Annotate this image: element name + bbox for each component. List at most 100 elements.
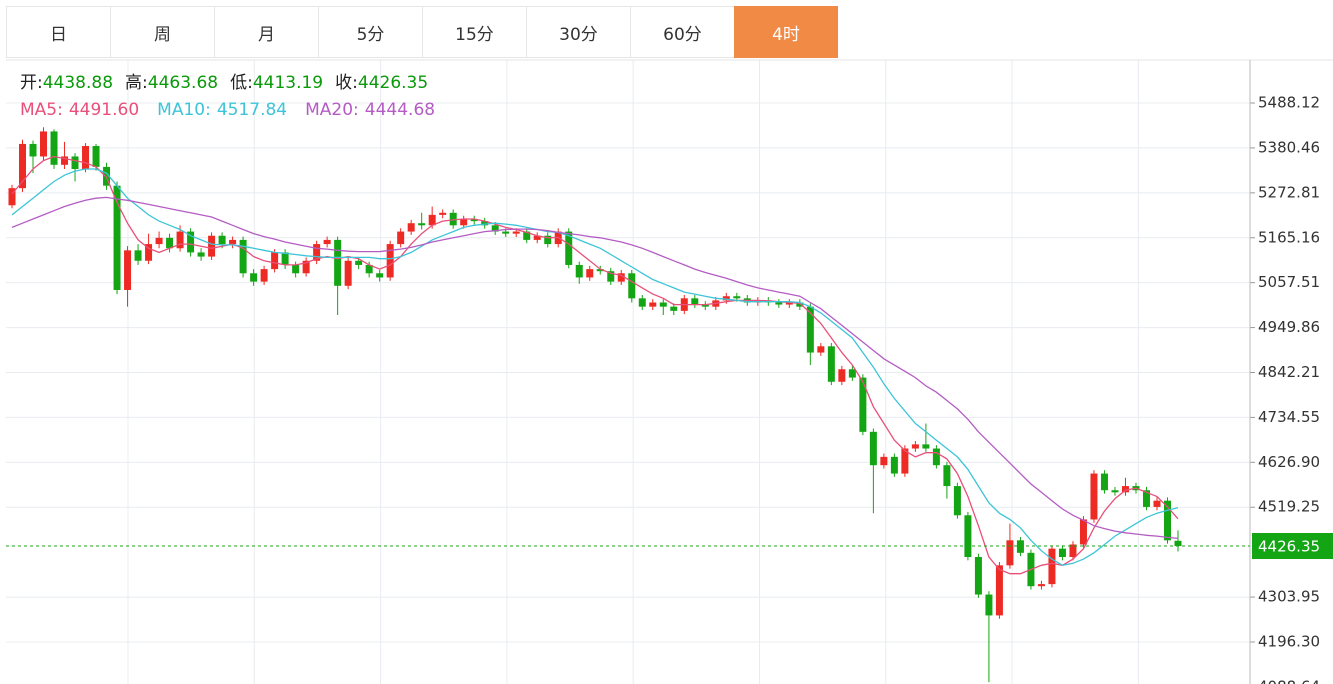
candle-body bbox=[19, 143, 27, 189]
y-tick-label: 4842.21 bbox=[1258, 363, 1320, 381]
ohlc-label: 高: bbox=[125, 73, 148, 93]
candle-body bbox=[355, 260, 363, 265]
y-tick-label: 4734.55 bbox=[1258, 408, 1320, 426]
candle-body bbox=[439, 212, 447, 215]
candle-body bbox=[932, 448, 940, 466]
candle-body bbox=[166, 237, 174, 249]
candle-body bbox=[1069, 544, 1077, 557]
y-tick-label: 5057.51 bbox=[1258, 273, 1320, 291]
candle-body bbox=[155, 237, 163, 245]
candle-body bbox=[523, 231, 531, 240]
candle-body bbox=[617, 273, 625, 282]
tab[interactable]: 日 bbox=[6, 6, 110, 58]
candle-body bbox=[428, 214, 436, 226]
ma-label: MA20: bbox=[305, 100, 359, 120]
candle-body bbox=[964, 515, 972, 557]
tab[interactable]: 5分 bbox=[318, 6, 422, 58]
candle-body bbox=[281, 252, 289, 265]
candle-body bbox=[40, 131, 48, 157]
candle-body bbox=[418, 223, 426, 226]
candle-body bbox=[1100, 473, 1108, 491]
last-price-tag bbox=[1252, 533, 1333, 560]
candle-body bbox=[649, 302, 657, 307]
tab[interactable]: 15分 bbox=[422, 6, 526, 58]
y-tick-label: 4519.25 bbox=[1258, 498, 1320, 516]
candle-body bbox=[565, 231, 573, 265]
candle-body bbox=[869, 431, 877, 466]
candle-body bbox=[323, 239, 331, 245]
candle-body bbox=[29, 143, 37, 157]
candle-body bbox=[544, 235, 552, 245]
tab[interactable]: 周 bbox=[110, 6, 214, 58]
candle-body bbox=[271, 252, 279, 270]
candle-body bbox=[313, 244, 321, 261]
candle-body bbox=[607, 271, 615, 282]
candle-body bbox=[1121, 486, 1129, 493]
tab[interactable]: 30分 bbox=[526, 6, 630, 58]
ohlc-label: 收: bbox=[335, 73, 358, 93]
candle-body bbox=[974, 556, 982, 595]
candle-body bbox=[533, 235, 541, 240]
candle-body bbox=[890, 456, 898, 474]
last-price-label: 4426.35 bbox=[1258, 538, 1320, 556]
candle-body bbox=[491, 225, 499, 232]
candle-body bbox=[659, 302, 667, 307]
candle-body bbox=[1142, 490, 1150, 507]
tab[interactable]: 60分 bbox=[630, 6, 734, 58]
candle-body bbox=[260, 269, 268, 282]
candle-body bbox=[103, 166, 111, 186]
candle-body bbox=[953, 486, 961, 516]
candle-body bbox=[1006, 540, 1014, 566]
ma-value: 4517.84 bbox=[217, 100, 287, 120]
y-tick-label: 5165.16 bbox=[1258, 228, 1320, 246]
candle-body bbox=[50, 131, 58, 165]
candle-body bbox=[470, 219, 478, 222]
candle-body bbox=[365, 264, 373, 274]
candle-body bbox=[145, 244, 153, 261]
candle-body bbox=[292, 264, 300, 274]
candle-body bbox=[943, 465, 951, 487]
y-tick-label: 5272.81 bbox=[1258, 183, 1320, 201]
candle-body bbox=[985, 594, 993, 616]
ohlc-value: 4426.35 bbox=[358, 73, 428, 93]
candle-body bbox=[61, 156, 69, 165]
candle-body bbox=[208, 235, 216, 257]
candle-body bbox=[859, 377, 867, 432]
candle-body bbox=[1153, 500, 1161, 507]
tab[interactable]: 4时 bbox=[734, 6, 838, 58]
candle-body bbox=[733, 296, 741, 299]
ohlc-value: 4463.68 bbox=[148, 73, 218, 93]
candle-body bbox=[397, 231, 405, 245]
timeframe-tabs: 日周月 5分 15分 30分 60分 4时 bbox=[6, 6, 838, 58]
candle-body bbox=[922, 444, 930, 449]
candle-body bbox=[848, 369, 856, 378]
candle-body bbox=[124, 250, 132, 290]
candle-body bbox=[1016, 540, 1024, 553]
ma-line bbox=[11, 155, 1179, 575]
ma-value: 4444.68 bbox=[365, 100, 435, 120]
ma-line bbox=[11, 196, 1179, 540]
candle-body bbox=[92, 146, 100, 167]
candle-body bbox=[901, 448, 909, 474]
candle-body bbox=[386, 244, 394, 278]
candle-body bbox=[1111, 490, 1119, 493]
y-tick-label: 4088.64 bbox=[1258, 677, 1320, 684]
candle-body bbox=[344, 260, 352, 286]
ohlc-label: 低: bbox=[230, 73, 253, 93]
candle-body bbox=[691, 298, 699, 305]
candle-body bbox=[1048, 548, 1056, 585]
y-tick-label: 5380.46 bbox=[1258, 138, 1320, 156]
candle-body bbox=[134, 250, 142, 261]
candle-body bbox=[481, 221, 489, 226]
candle-body bbox=[176, 231, 184, 249]
candle-body bbox=[302, 260, 310, 274]
ohlc-label: 开: bbox=[20, 73, 43, 93]
candle-body bbox=[460, 219, 468, 226]
candle-body bbox=[82, 146, 90, 169]
candle-body bbox=[701, 304, 709, 307]
candle-body bbox=[1079, 519, 1087, 545]
tab[interactable]: 月 bbox=[214, 6, 318, 58]
ohlc-value: 4438.88 bbox=[43, 73, 113, 93]
candle-body bbox=[250, 273, 258, 282]
